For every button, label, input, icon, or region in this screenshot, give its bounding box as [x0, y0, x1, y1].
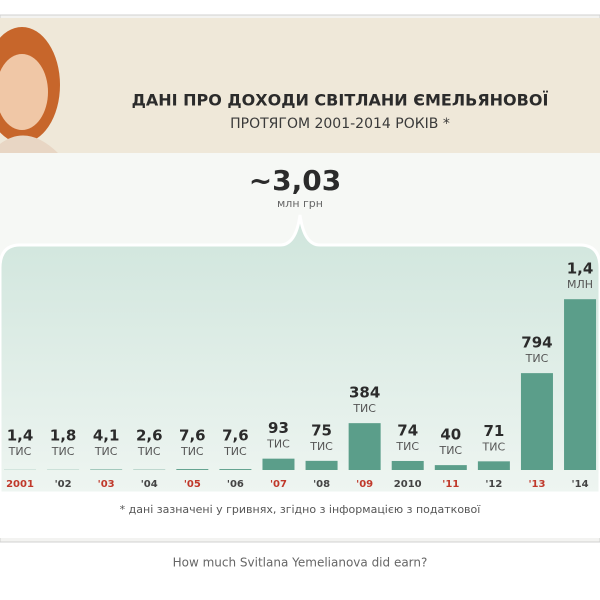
value-label: 71 — [483, 422, 504, 440]
footnote-background — [0, 493, 600, 538]
x-tick-label: 2010 — [394, 479, 422, 490]
value-label: 1,4 — [567, 260, 594, 278]
x-tick-label: '07 — [270, 479, 287, 490]
value-label: 7,6 — [222, 427, 249, 445]
unit-label: ТИС — [482, 440, 506, 453]
value-label: 1,8 — [50, 427, 77, 445]
x-tick-label: '08 — [313, 479, 330, 490]
unit-label: ТИС — [94, 445, 118, 458]
unit-label: ТИС — [438, 444, 462, 457]
value-label: 2,6 — [136, 427, 163, 445]
value-label: 93 — [268, 419, 289, 437]
bar — [305, 460, 338, 470]
unit-label: МЛН — [567, 278, 593, 291]
bar — [262, 458, 295, 470]
unit-label: ТИС — [137, 445, 161, 458]
unit-label: ТИС — [525, 352, 549, 365]
x-tick-label: '09 — [356, 479, 373, 490]
value-label: 40 — [440, 426, 461, 444]
x-tick-label: '13 — [528, 479, 545, 490]
bar — [564, 299, 597, 470]
x-tick-label: '06 — [227, 479, 244, 490]
bar — [434, 465, 467, 470]
unit-label: ТИС — [180, 445, 204, 458]
unit-label: ТИС — [352, 402, 376, 415]
footnote: * дані зазначені у гривнях, згідно з інф… — [120, 503, 482, 516]
bar — [520, 373, 553, 470]
value-label: 384 — [349, 384, 380, 402]
total-bracket — [0, 214, 600, 495]
value-label: 4,1 — [93, 427, 120, 445]
x-tick-label: '04 — [141, 479, 158, 490]
x-tick-label: '11 — [442, 479, 459, 490]
header-background — [0, 18, 600, 153]
bar — [477, 461, 510, 470]
x-tick-label: '03 — [98, 479, 115, 490]
total-unit: млн грн — [277, 197, 323, 210]
x-tick-label: '02 — [55, 479, 72, 490]
bar — [391, 460, 424, 470]
unit-label: ТИС — [266, 438, 290, 451]
value-label: 74 — [397, 421, 418, 439]
unit-label: ТИС — [8, 445, 32, 458]
x-tick-label: '12 — [485, 479, 502, 490]
portrait — [0, 27, 60, 153]
value-label: 7,6 — [179, 427, 206, 445]
caption: How much Svitlana Yemelianova did earn? — [173, 556, 428, 570]
x-tick-label: '14 — [572, 479, 589, 490]
chart-title: ДАНІ ПРО ДОХОДИ СВІТЛАНИ ЄМЕЛЬЯНОВОЇ — [132, 91, 549, 110]
unit-label: ТИС — [309, 440, 333, 453]
x-tick-label: '05 — [184, 479, 201, 490]
total-value: ~3,03 — [249, 164, 342, 197]
bar — [348, 423, 381, 470]
x-tick-label: 2001 — [6, 479, 34, 490]
unit-label: ТИС — [395, 440, 419, 453]
value-label: 794 — [521, 334, 552, 352]
value-label: 1,4 — [7, 427, 34, 445]
value-label: 75 — [311, 421, 332, 439]
bar — [176, 469, 209, 470]
bar — [219, 469, 252, 470]
unit-label: ТИС — [223, 445, 247, 458]
chart-subtitle: ПРОТЯГОМ 2001-2014 РОКІВ * — [230, 116, 450, 132]
bar — [90, 469, 123, 470]
unit-label: ТИС — [51, 445, 75, 458]
